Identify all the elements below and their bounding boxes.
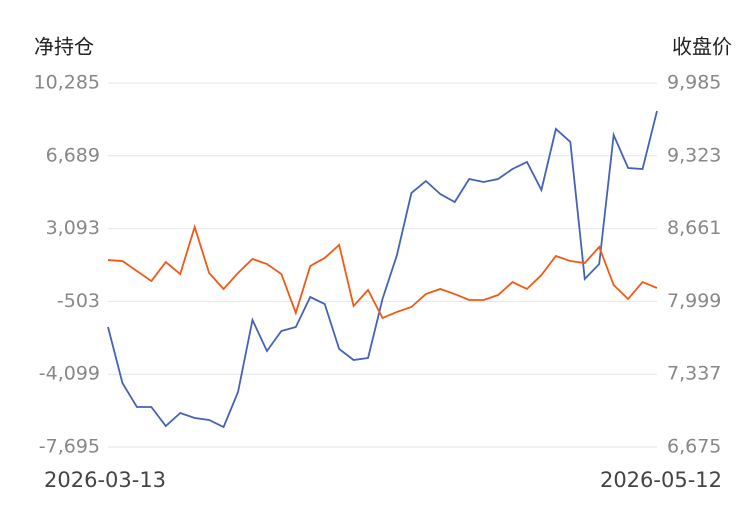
- y-tick-label: 10,285: [34, 72, 100, 94]
- y2-tick-label: 7,999: [667, 290, 721, 312]
- y-axis-title: 净持仓: [34, 35, 94, 59]
- x-tick-label: 2026-05-12: [600, 468, 722, 492]
- series-line: [107, 110, 658, 429]
- y-tick-label: 3,093: [46, 217, 100, 239]
- x-tick-label: 2026-03-13: [44, 468, 166, 492]
- y2-tick-label: 7,337: [667, 363, 721, 385]
- y-tick-label: -503: [57, 290, 100, 312]
- y2-tick-label: 9,323: [667, 144, 721, 166]
- series-line: [107, 223, 658, 320]
- y-tick-label: -7,695: [39, 436, 100, 458]
- y2-tick-label: 9,985: [667, 72, 721, 94]
- y2-axis-title: 收盘价: [672, 35, 732, 59]
- y2-tick-label: 8,661: [667, 217, 721, 239]
- y-tick-label: 6,689: [46, 144, 100, 166]
- y2-tick-label: 6,675: [667, 436, 721, 458]
- y-tick-label: -4,099: [39, 363, 100, 385]
